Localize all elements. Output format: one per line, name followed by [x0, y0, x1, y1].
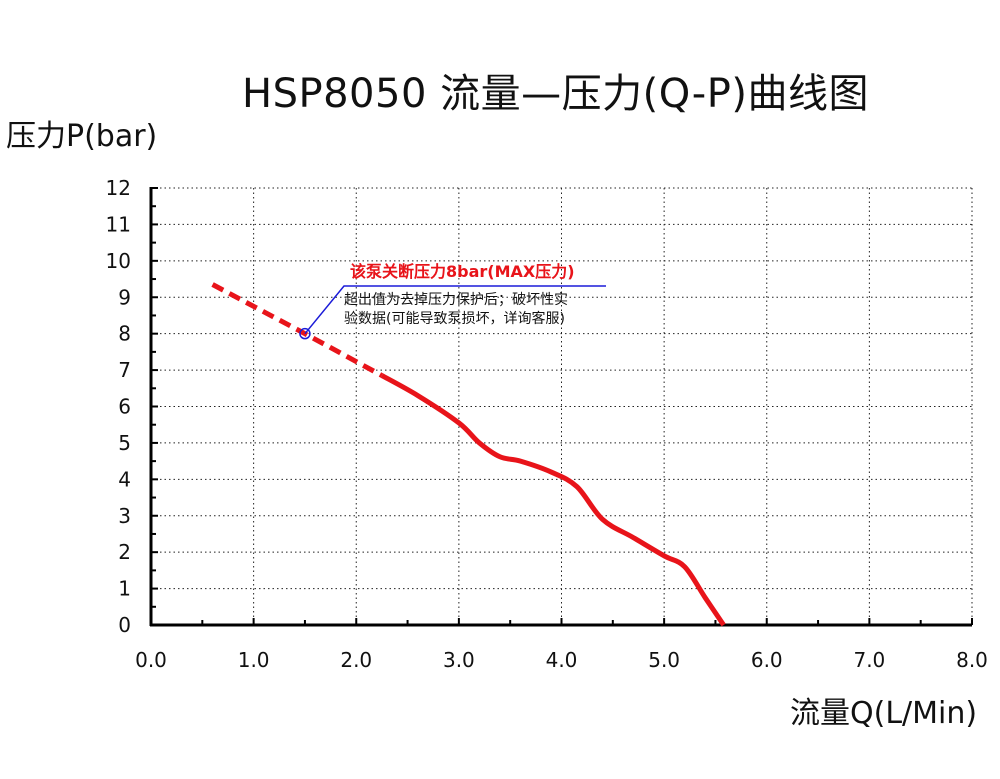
y-tick-label: 5: [118, 431, 131, 455]
x-tick-label: 3.0: [443, 648, 475, 672]
series-line-solid: [380, 373, 726, 627]
x-tick-label: 6.0: [751, 648, 783, 672]
annotation-note-line: 超出值为去掉压力保护后；破坏性实: [344, 292, 568, 308]
axes: [149, 187, 973, 627]
x-tick-label: 8.0: [956, 648, 988, 672]
grid-lines: [151, 187, 973, 625]
x-axis-label: 流量Q(L/Min): [790, 696, 978, 731]
y-tick-label: 9: [118, 285, 131, 309]
data-series: [211, 282, 726, 627]
y-tick-label: 2: [118, 540, 131, 564]
y-axis-label: 压力P(bar): [6, 119, 158, 154]
y-tick-label: 0: [118, 613, 131, 637]
annotation-note-line: 验数据(可能导致泵损坏，详询客服): [344, 310, 565, 327]
y-tick-label: 8: [118, 322, 131, 346]
tick-labels: 0.0 1.0 2.0 3.0 4.0 5.0 6.0 7.0 8.00123456789101…: [106, 176, 988, 672]
x-tick-label: 2.0: [340, 648, 372, 672]
y-tick-label: 10: [106, 249, 131, 273]
y-tick-label: 3: [118, 504, 131, 528]
x-tick-label: 0.0: [135, 648, 167, 672]
annotation-title: 该泵关断压力8bar(MAX压力): [350, 262, 575, 281]
chart-title: HSP8050 流量—压力(Q-P)曲线图: [242, 71, 869, 117]
x-tick-label: 7.0: [853, 648, 885, 672]
x-tick-label: 4.0: [546, 648, 578, 672]
annotation-marker: [299, 327, 311, 340]
y-tick-label: 1: [118, 577, 131, 601]
x-tick-label: 1.0: [238, 648, 270, 672]
y-tick-label: 11: [106, 212, 131, 236]
y-tick-label: 4: [118, 467, 131, 491]
annotation: 该泵关断压力8bar(MAX压力) 超出值为去掉压力保护后；破坏性实验数据(可能导…: [299, 262, 606, 340]
y-tick-label: 12: [106, 176, 131, 200]
annotation-leader-line: [304, 285, 606, 335]
x-tick-label: 5.0: [648, 648, 680, 672]
y-tick-label: 6: [118, 395, 131, 419]
y-tick-label: 7: [118, 358, 131, 382]
